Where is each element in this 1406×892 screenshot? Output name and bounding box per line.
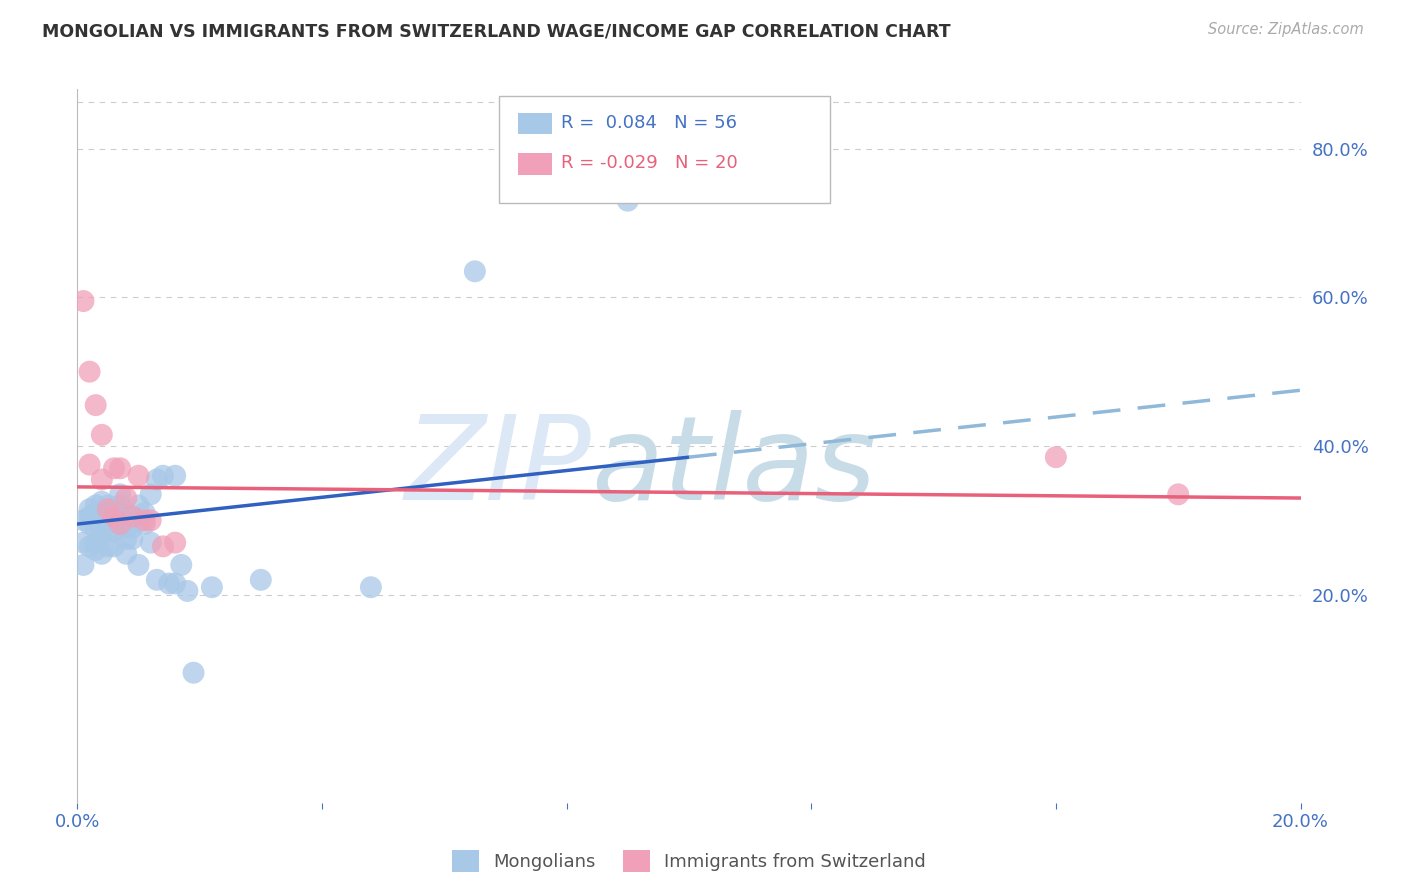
Point (115, 547, 138, 561)
Point (165, 576, 187, 591)
Point (108, 499, 131, 513)
Point (170, 558, 193, 572)
Point (84, 543, 107, 558)
Point (121, 521, 143, 535)
Point (90, 524, 112, 539)
Point (152, 468, 174, 483)
FancyBboxPatch shape (517, 112, 553, 134)
Point (97, 513, 120, 527)
Point (121, 532, 143, 546)
Point (165, 468, 187, 483)
Point (146, 473, 169, 487)
Point (128, 499, 150, 513)
Point (121, 509, 143, 524)
Point (139, 487, 162, 501)
Point (176, 583, 198, 598)
Point (157, 576, 180, 591)
FancyBboxPatch shape (499, 96, 830, 203)
Text: MONGOLIAN VS IMMIGRANTS FROM SWITZERLAND WAGE/INCOME GAP CORRELATION CHART: MONGOLIAN VS IMMIGRANTS FROM SWITZERLAND… (42, 22, 950, 40)
Point (79, 365, 101, 379)
Point (108, 516, 131, 531)
Point (72, 293, 94, 308)
Point (79, 516, 101, 531)
Point (165, 535, 187, 549)
Point (146, 573, 169, 587)
Point (250, 573, 273, 587)
Text: R = -0.029   N = 20: R = -0.029 N = 20 (561, 153, 737, 171)
Point (134, 516, 156, 531)
Point (90, 473, 112, 487)
Point (84, 535, 107, 549)
Point (103, 502, 125, 516)
Point (464, 264, 486, 278)
Point (79, 458, 101, 472)
Point (108, 461, 131, 475)
Point (103, 513, 125, 527)
Point (108, 516, 131, 531)
Point (90, 427, 112, 442)
Point (97, 524, 120, 539)
Point (84, 499, 107, 513)
Point (1167, 487, 1189, 501)
Point (108, 487, 131, 501)
Point (152, 539, 174, 553)
Point (128, 468, 150, 483)
Point (84, 506, 107, 520)
Point (97, 499, 120, 513)
Point (84, 521, 107, 535)
Point (121, 509, 143, 524)
Text: ZIP: ZIP (405, 410, 591, 524)
Point (183, 665, 205, 680)
Text: atlas: atlas (591, 410, 876, 524)
Point (79, 539, 101, 553)
Point (79, 502, 101, 516)
Point (79, 509, 101, 524)
Point (97, 506, 120, 520)
Point (97, 539, 120, 553)
Point (115, 506, 138, 520)
Text: Source: ZipAtlas.com: Source: ZipAtlas.com (1208, 22, 1364, 37)
Point (134, 506, 156, 520)
Point (360, 580, 382, 594)
FancyBboxPatch shape (517, 153, 553, 175)
Point (128, 513, 150, 527)
Point (115, 521, 138, 535)
Point (72, 558, 94, 572)
Point (103, 524, 125, 539)
Point (115, 491, 138, 505)
Point (139, 535, 162, 549)
Point (97, 502, 120, 516)
Point (90, 494, 112, 508)
Point (84, 398, 107, 412)
Text: R =  0.084   N = 56: R = 0.084 N = 56 (561, 114, 737, 132)
Point (128, 558, 150, 572)
Point (90, 513, 112, 527)
Point (103, 509, 125, 524)
Point (72, 513, 94, 527)
Point (1045, 450, 1067, 464)
Point (201, 580, 224, 594)
Point (115, 532, 138, 546)
Point (103, 539, 125, 553)
Point (134, 513, 156, 527)
Point (90, 547, 112, 561)
Point (139, 513, 162, 527)
Point (72, 535, 94, 549)
Point (617, 194, 640, 208)
Legend: Mongolians, Immigrants from Switzerland: Mongolians, Immigrants from Switzerland (444, 843, 934, 880)
Point (103, 461, 125, 475)
